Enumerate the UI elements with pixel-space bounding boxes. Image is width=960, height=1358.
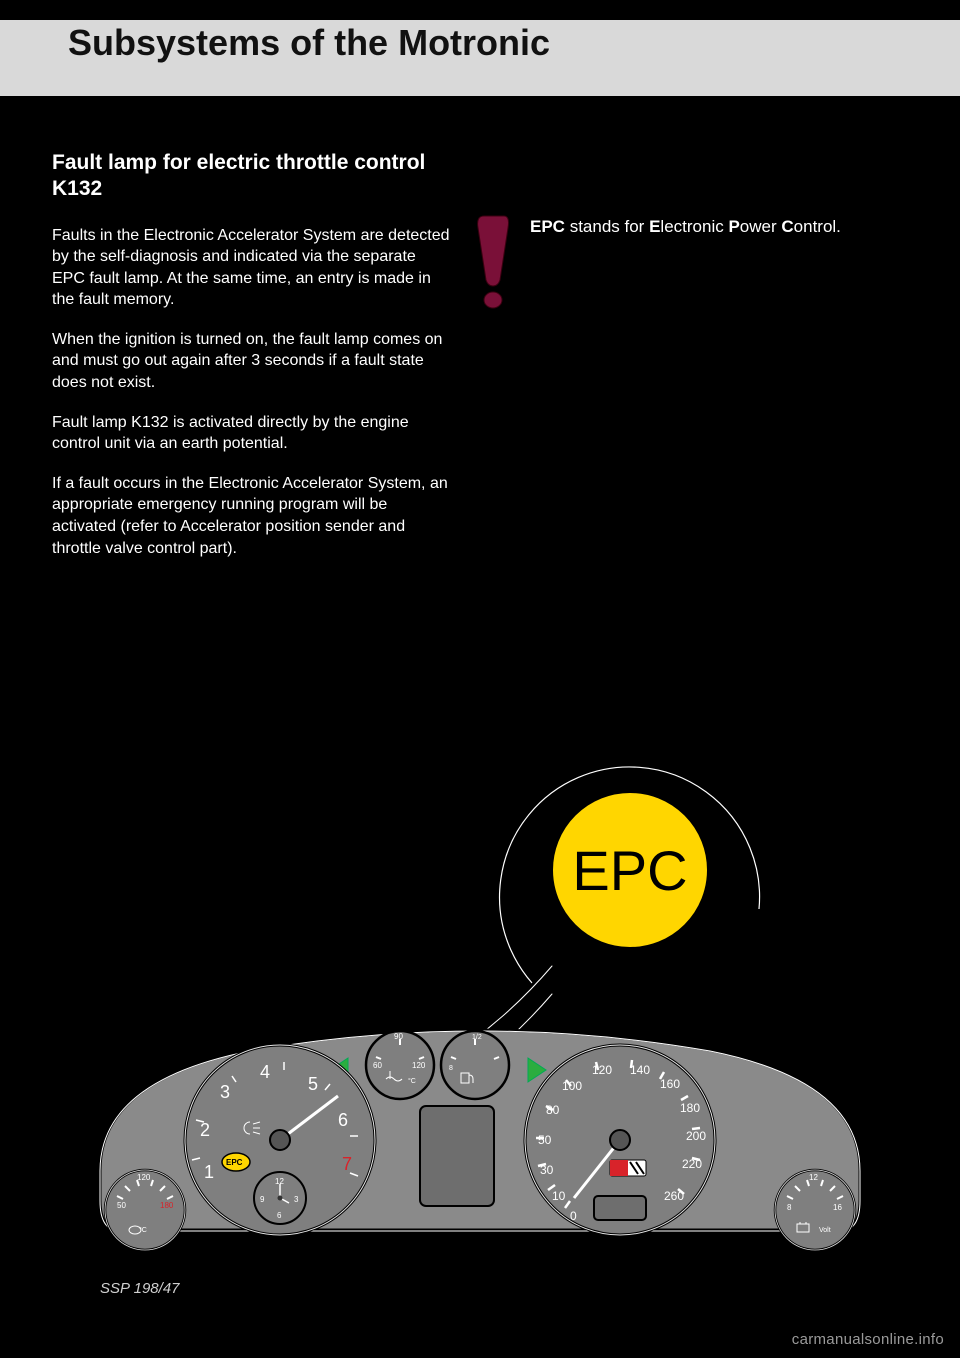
svg-text:1: 1: [204, 1162, 214, 1182]
volt-8: 8: [787, 1203, 792, 1212]
svg-text:9: 9: [260, 1195, 265, 1204]
svg-text:140: 140: [630, 1063, 650, 1077]
epc-callout: EPC: [490, 740, 770, 1020]
svg-text:1/2: 1/2: [472, 1034, 482, 1041]
note-row: EPC stands for Electronic Power Control.: [470, 212, 910, 312]
svg-text:3: 3: [220, 1082, 230, 1102]
volt-unit: Volt: [819, 1227, 831, 1234]
svg-text:120: 120: [412, 1061, 426, 1070]
svg-text:90: 90: [394, 1032, 403, 1041]
column-left: Fault lamp for electric throttle control…: [52, 150, 452, 577]
section-heading: Fault lamp for electric throttle control…: [52, 150, 452, 203]
svg-text:120: 120: [592, 1063, 612, 1077]
paragraph-3: Fault lamp K132 is activated directly by…: [52, 412, 452, 455]
svg-text:4: 4: [260, 1062, 270, 1082]
note-b2: E: [649, 217, 660, 236]
svg-text:160: 160: [660, 1077, 680, 1091]
svg-text:7: 7: [342, 1154, 352, 1174]
svg-text:6: 6: [277, 1211, 282, 1220]
temp-small-120: 120: [137, 1173, 151, 1182]
page-title: Subsystems of the Motronic: [68, 22, 550, 64]
svg-text:80: 80: [546, 1103, 560, 1117]
note-t2: lectronic: [660, 217, 728, 236]
svg-text:6: 6: [338, 1110, 348, 1130]
svg-text:10: 10: [552, 1189, 566, 1203]
note-b4: C: [781, 217, 793, 236]
paragraph-1: Faults in the Electronic Accelerator Sys…: [52, 225, 452, 311]
watermark: carmanualsonline.info: [792, 1331, 944, 1348]
exclamation-icon: [470, 212, 516, 312]
note-b3: P: [728, 217, 739, 236]
svg-text:EPC: EPC: [226, 1158, 243, 1167]
note-t3: ower: [740, 217, 782, 236]
note-t4: ontrol.: [794, 217, 841, 236]
svg-text:50: 50: [538, 1133, 552, 1147]
volt-12: 12: [809, 1173, 818, 1182]
svg-text:200: 200: [686, 1129, 706, 1143]
epc-badge-label: EPC: [572, 838, 687, 903]
paragraph-4: If a fault occurs in the Electronic Acce…: [52, 473, 452, 559]
svg-text:°C: °C: [408, 1077, 416, 1085]
note-t1: stands for: [565, 217, 649, 236]
note-text: EPC stands for Electronic Power Control.: [530, 212, 841, 239]
svg-text:3: 3: [294, 1195, 299, 1204]
column-right: EPC stands for Electronic Power Control.: [470, 212, 910, 312]
svg-text:0: 0: [570, 1209, 577, 1223]
svg-text:260: 260: [664, 1189, 684, 1203]
svg-text:180: 180: [680, 1101, 700, 1115]
note-b1: EPC: [530, 217, 565, 236]
volt-16: 16: [833, 1203, 842, 1212]
svg-text:60: 60: [373, 1061, 382, 1070]
epc-badge: EPC: [550, 790, 710, 950]
svg-text:8: 8: [449, 1065, 453, 1072]
figure-caption: SSP 198/47: [100, 1280, 180, 1297]
paragraph-2: When the ignition is turned on, the faul…: [52, 329, 452, 394]
temp-small-unit: °C: [139, 1226, 147, 1234]
svg-text:5: 5: [308, 1074, 318, 1094]
svg-text:30: 30: [540, 1163, 554, 1177]
svg-text:2: 2: [200, 1120, 210, 1140]
temp-small-50: 50: [117, 1201, 126, 1210]
svg-text:100: 100: [562, 1079, 582, 1093]
instrument-cluster: 50 120 180 °C 8 12 16 Volt: [90, 1020, 870, 1270]
temp-small-180: 180: [160, 1201, 174, 1210]
svg-text:220: 220: [682, 1157, 702, 1171]
